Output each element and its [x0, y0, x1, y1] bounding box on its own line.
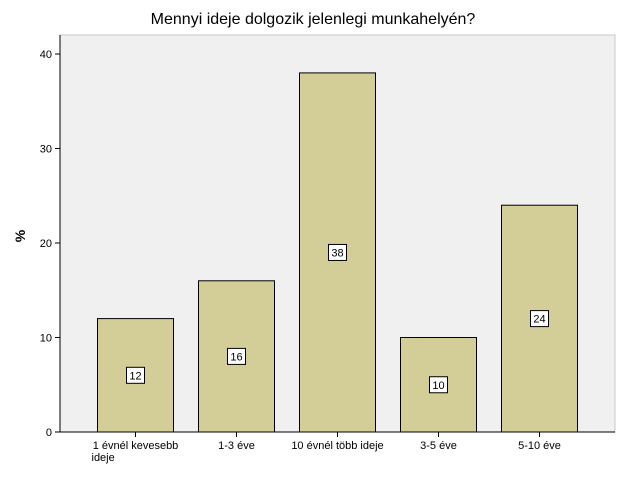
data-label-1: 16	[230, 351, 242, 363]
data-label-box-0	[126, 366, 145, 384]
bars-group	[97, 72, 578, 433]
x-tick-label-3: 3-5 éve	[420, 440, 457, 452]
y-tick-label-10: 10	[40, 333, 52, 345]
y-tick-label-30: 30	[40, 144, 52, 156]
x-tick-label-0: 1 évnél kevesebb ideje	[92, 440, 179, 464]
y-tick-label-20: 20	[40, 238, 52, 250]
y-tick-label-40: 40	[40, 49, 52, 61]
x-tick-label-4: 5-10 éve	[518, 440, 561, 452]
data-label-box-4	[530, 310, 549, 328]
x-tick-label-1: 1-3 éve	[218, 440, 255, 452]
x-tick-label-2: 10 évnél több ideje	[291, 440, 383, 452]
data-labels-group: 12 16 38 10 24	[126, 243, 549, 394]
y-axis-title: %	[12, 229, 28, 242]
y-tick-label-0: 0	[46, 427, 52, 439]
axes-group: 0 10 20 30 40 1 évnél kevesebb ideje 1-3 éve 10 …	[40, 35, 615, 464]
data-label-4: 24	[533, 314, 545, 326]
chart-title: Mennyi ideje dolgozik jelenlegi munkahel…	[150, 11, 476, 28]
data-label-box-3	[429, 376, 448, 394]
data-label-box-1	[227, 347, 246, 365]
data-label-0: 12	[129, 370, 141, 382]
data-label-3: 10	[432, 380, 444, 392]
data-label-box-2	[328, 243, 347, 261]
data-label-2: 38	[331, 247, 343, 259]
